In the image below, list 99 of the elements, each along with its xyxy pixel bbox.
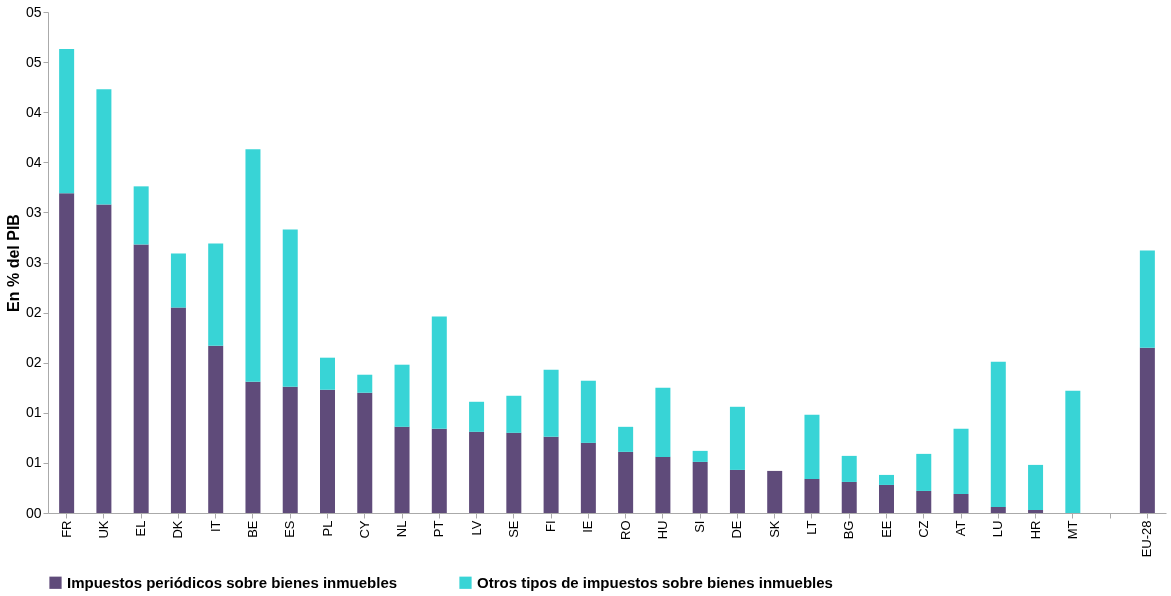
bar: [320, 389, 335, 513]
x-tick-label: EU-28: [1139, 520, 1155, 558]
x-tick-label: LU: [990, 520, 1006, 538]
bar: [96, 89, 112, 205]
bar: [879, 484, 894, 513]
y-axis-title: En % del PIB: [4, 214, 22, 312]
bar: [1065, 390, 1081, 513]
x-tick-label: RO: [617, 520, 633, 540]
bar: [543, 436, 559, 513]
bar: [394, 364, 410, 427]
bar: [580, 380, 596, 443]
bar: [1028, 464, 1044, 510]
x-tick-label: UK: [95, 520, 111, 539]
bar: [804, 478, 820, 513]
x-tick-label: PT: [431, 520, 447, 538]
bar: [245, 381, 261, 513]
x-tick-label: NL: [394, 520, 410, 538]
x-tick-label: IE: [580, 520, 596, 533]
x-tick-label: CZ: [915, 520, 931, 538]
x-tick-label: DE: [729, 520, 745, 539]
x-tick-label: MT: [1064, 520, 1080, 540]
bar: [506, 432, 522, 513]
y-tick-label: 01: [25, 454, 42, 471]
bar: [618, 451, 634, 513]
bar: [543, 369, 559, 437]
bar: [879, 474, 894, 485]
bar: [655, 387, 671, 457]
bar: [729, 406, 745, 470]
x-tick-label: HU: [654, 520, 670, 540]
bar: [320, 357, 335, 390]
x-tick-label: CY: [356, 520, 372, 539]
x-tick-label: EE: [878, 520, 894, 538]
bar: [170, 307, 186, 513]
bar: [916, 490, 932, 513]
y-tick-label: 04: [25, 153, 42, 170]
y-tick-label: 02: [25, 354, 42, 371]
bar: [692, 461, 708, 513]
x-tick-label: BG: [841, 520, 857, 540]
legend-label: Otros tipos de impuestos sobre bienes inmuebles: [477, 573, 833, 591]
bar: [1139, 347, 1155, 513]
bar: [245, 149, 261, 382]
bar: [133, 244, 149, 513]
bar: [133, 186, 149, 245]
x-tick-label: IT: [207, 520, 223, 533]
y-tick-label: 03: [25, 203, 42, 220]
bar: [170, 253, 186, 308]
y-tick-label: 02: [25, 304, 42, 321]
x-tick-label: AT: [953, 520, 969, 537]
legend-label: Impuestos periódicos sobre bienes inmuebles: [67, 573, 398, 591]
bar: [1139, 250, 1155, 348]
x-tick-label: LT: [803, 520, 819, 535]
bar: [431, 316, 447, 429]
bar: [208, 345, 224, 513]
x-tick-label: DK: [170, 520, 186, 539]
bar: [953, 428, 969, 494]
bar: [1028, 509, 1044, 513]
x-tick-label: EL: [133, 520, 149, 537]
y-tick-label: 00: [25, 504, 42, 521]
bar: [990, 506, 1006, 513]
bar: [618, 426, 634, 452]
bar: [841, 481, 857, 513]
y-tick-label: 04: [25, 103, 42, 120]
bar: [469, 431, 485, 513]
bar: [96, 204, 112, 513]
bar: [655, 456, 671, 513]
bar: [729, 469, 745, 513]
bar: [916, 453, 932, 491]
x-tick-label: SI: [692, 520, 708, 533]
bar: [431, 428, 447, 513]
x-tick-label: SE: [505, 520, 521, 538]
bar: [953, 493, 969, 513]
bar: [357, 374, 373, 393]
bar: [59, 193, 75, 513]
y-tick-label: 03: [25, 254, 42, 270]
bar: [282, 386, 298, 513]
y-tick-label: 01: [25, 404, 42, 421]
bar: [469, 401, 485, 432]
y-tick-label: 05: [25, 53, 42, 70]
x-tick-label: ES: [282, 520, 298, 538]
x-tick-label: FR: [58, 520, 74, 538]
x-tick-label: LV: [468, 520, 484, 536]
bar: [59, 49, 75, 194]
y-tick-label: 05: [25, 3, 42, 20]
bar: [692, 450, 708, 462]
x-tick-label: PL: [319, 520, 335, 537]
bar: [394, 426, 410, 513]
bar: [767, 470, 783, 513]
bar: [990, 361, 1006, 507]
x-tick-label: FI: [543, 520, 559, 533]
bar: [506, 395, 522, 433]
bar: [841, 455, 857, 482]
x-tick-label: SK: [766, 520, 782, 538]
bar: [804, 414, 820, 479]
bar: [580, 442, 596, 513]
bar: [282, 229, 298, 387]
x-tick-label: HR: [1027, 520, 1043, 540]
x-tick-label: BE: [244, 520, 260, 538]
bar: [357, 392, 373, 513]
bar: [208, 243, 224, 346]
